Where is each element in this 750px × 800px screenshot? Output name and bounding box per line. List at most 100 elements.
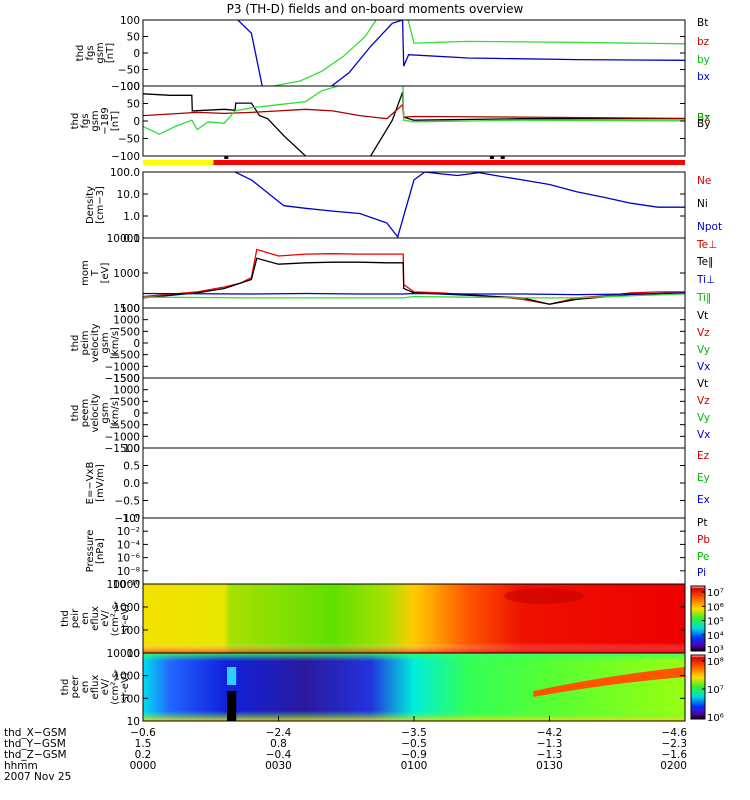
colorbar-peir_eflux (690, 585, 706, 652)
x-row-label: hhmm (4, 760, 38, 772)
y-axis-label: E=−VxB (85, 462, 96, 505)
series-by (272, 20, 685, 86)
x-row-value: 0100 (401, 760, 428, 772)
y-tick-label: 100 (120, 81, 140, 93)
status-bar-segment (213, 160, 685, 165)
legend-entry: bx (697, 71, 710, 83)
y-axis-label: en (80, 681, 91, 694)
y-axis-label: gsm (90, 110, 101, 131)
status-mark (224, 156, 229, 159)
y-axis-label: [km/s] (110, 397, 121, 429)
x-row-value: −0.9 (401, 749, 427, 761)
series-Bx (143, 86, 685, 135)
panel-density: 100.0 10.0 1.0 0.1 Density [cm−3] Ne Ni Npot (85, 167, 722, 245)
heatmap-peir_eflux (143, 584, 685, 653)
y-tick-label: −50 (118, 134, 140, 146)
y-tick-label: 1000 (113, 385, 140, 397)
y-tick-label: 10⁻⁶ (117, 553, 140, 565)
legend-entry: Ey (697, 472, 710, 484)
heatmap-gap (227, 691, 237, 721)
heatmap-band (533, 667, 685, 697)
y-axis-label: (cm²-s- (110, 600, 121, 636)
y-tick-label: −1000 (104, 431, 140, 443)
y-tick-label: −1000 (104, 361, 140, 373)
x-row-value: −0.6 (130, 727, 156, 739)
x-row-value: −0.4 (266, 749, 292, 761)
y-tick-label: 1000 (113, 671, 140, 683)
y-axis-label: gsm (100, 332, 111, 353)
y-axis-label: velocity (90, 323, 101, 362)
y-tick-label: 100.0 (110, 167, 140, 179)
y-axis-label: thd (60, 679, 71, 696)
y-axis-label: Pressure (85, 530, 96, 573)
x-row-value: 0.8 (270, 738, 287, 750)
legend-entry: Ex (697, 494, 710, 506)
status-mark (500, 156, 505, 159)
heatmap-peak (504, 588, 585, 604)
colorbar-peer_eflux (690, 654, 706, 720)
y-axis-label: −189 (100, 107, 111, 134)
series-Te‖ (143, 257, 685, 305)
colorbar-label: 10⁵ (707, 617, 724, 628)
colorbar-label: 10³ (707, 645, 724, 656)
y-axis-label: fgs (80, 113, 91, 128)
y-tick-label: 10⁻¹⁰ (113, 579, 140, 591)
legend-entry: Ni (697, 198, 708, 210)
y-tick-label: 10⁻⁸ (117, 566, 140, 578)
legend-entry: Vz (697, 327, 710, 339)
x-axis-table: thd_X−GSM −0.6 −2.4 −3.5 −4.2 −4.6 thd_Y−GSM 1.… (4, 716, 687, 783)
y-tick-label: 100 (120, 303, 140, 315)
x-row-value: 0030 (265, 760, 292, 772)
legend-entry: Vx (697, 361, 710, 373)
panel-peer_eflux: 10⁸ 10⁷ 10⁶ 10000 1000 100 10 thd peer en eflux eV/… (60, 648, 724, 728)
legend-entry: Vt (697, 310, 708, 322)
x-row-value: −4.2 (537, 727, 563, 739)
y-axis-label: thd (60, 610, 71, 627)
y-tick-label: −500 (111, 350, 140, 362)
panel-frame (142, 447, 686, 519)
y-axis-label: velocity (90, 393, 101, 432)
y-tick-label: 10⁻⁴ (117, 539, 140, 551)
y-axis-label: [nT] (105, 43, 116, 63)
y-axis-label: [nPa] (95, 538, 106, 564)
panel-frame (142, 19, 686, 87)
y-axis-label: peem (80, 399, 91, 427)
y-axis-label: T (90, 269, 101, 277)
legend-entry: By (697, 118, 710, 130)
y-tick-label: 10.0 (117, 189, 140, 201)
y-tick-label: 1.0 (123, 211, 140, 223)
y-tick-label: 10 (127, 648, 140, 660)
y-axis-label: [km/s] (110, 327, 121, 359)
y-tick-label: 500 (120, 326, 140, 338)
x-row-value: −1.3 (537, 749, 563, 761)
y-axis-label: [nT] (110, 111, 121, 131)
y-tick-label: 100 (120, 625, 140, 637)
y-tick-label: 10000 (107, 579, 140, 591)
y-tick-label: 10000 (107, 233, 140, 245)
y-tick-label: 10⁰ (122, 513, 140, 525)
status-bar (143, 156, 685, 165)
y-tick-label: −100 (111, 151, 140, 163)
legend-entry: Pt (697, 517, 707, 529)
x-row-value: 1.5 (135, 738, 152, 750)
legend-entry: Te⊥ (696, 239, 717, 251)
colorbar-label: 10⁸ (707, 657, 724, 668)
series-Ti⊥ (143, 292, 685, 296)
x-ticks (142, 716, 686, 721)
y-tick-label: −50 (118, 65, 140, 77)
y-tick-label: 10 (127, 716, 140, 728)
y-tick-label: 0 (133, 48, 140, 60)
colorbar-label: 10⁶ (707, 602, 724, 613)
legend-entry: Vy (697, 412, 710, 424)
legend-entry: Pb (697, 534, 710, 546)
panel-efield: 1.0 0.5 0.0 −0.5 −1.0 E=−VxB [mV/m] Ez Ey Ex (85, 443, 710, 525)
y-axis-label: thd (70, 405, 81, 422)
panel-frame (142, 517, 686, 585)
y-tick-label: 1000 (113, 315, 140, 327)
legend-entry: Vx (697, 429, 710, 441)
x-row-value: 0.2 (135, 749, 152, 761)
y-axis-label: eflux (90, 606, 101, 631)
colorbar-label: 10⁷ (707, 685, 724, 696)
y-tick-label: −1.0 (115, 513, 141, 525)
